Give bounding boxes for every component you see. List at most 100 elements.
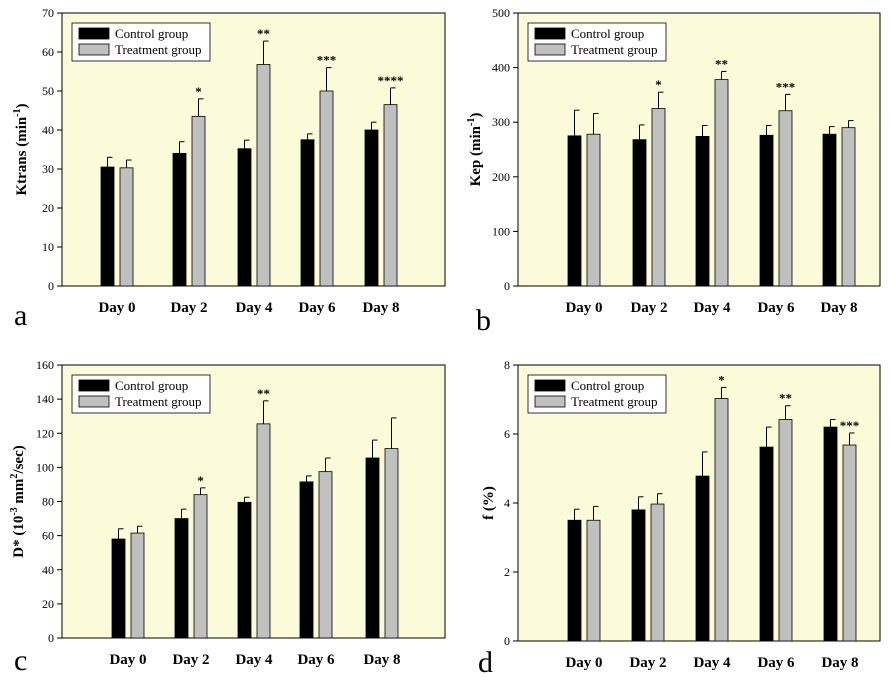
treatment-bar xyxy=(714,398,729,642)
treatment-bar xyxy=(778,419,793,642)
legend-label: Treatment group xyxy=(115,394,202,409)
control-bar xyxy=(100,166,115,287)
control-bar xyxy=(567,519,582,642)
significance-marker: *** xyxy=(840,418,860,433)
control-bar xyxy=(300,139,315,287)
treatment-bar xyxy=(319,90,334,287)
y-tick-label: 40 xyxy=(42,563,54,577)
x-category-label: Day 6 xyxy=(757,655,795,671)
x-category-label: Day 8 xyxy=(820,300,857,316)
treatment-bar xyxy=(586,519,601,642)
legend-swatch xyxy=(78,43,110,56)
x-category-label: Day 2 xyxy=(170,300,207,316)
y-axis-label: f (%) xyxy=(481,486,497,520)
y-tick-label: 60 xyxy=(42,529,54,543)
y-tick-label: 0 xyxy=(48,279,54,293)
control-bar xyxy=(567,135,582,287)
y-tick-label: 0 xyxy=(504,279,510,293)
chart-panel-c: 0 20 40 60 80 100 120 140 160 D* (10-3 mm2/sec) Da… xyxy=(9,358,446,677)
significance-marker: ** xyxy=(257,26,270,41)
y-tick-label: 200 xyxy=(492,170,510,184)
treatment-bar xyxy=(384,448,399,639)
control-bar xyxy=(631,509,646,642)
y-axis-label-part: Kep (min xyxy=(468,125,484,186)
control-bar xyxy=(632,139,647,287)
y-tick-label: 20 xyxy=(42,201,54,215)
y-tick-label: 40 xyxy=(42,123,54,137)
y-tick-label: 80 xyxy=(42,495,54,509)
y-axis-label-superscript: 2 xyxy=(9,474,20,479)
control-bar xyxy=(364,129,379,287)
y-tick-label: 500 xyxy=(492,6,510,20)
y-tick-label: 300 xyxy=(492,115,510,129)
x-category-label: Day 4 xyxy=(235,652,273,668)
y-tick-label: 160 xyxy=(36,358,54,372)
x-category-label: Day 4 xyxy=(693,300,731,316)
legend-swatch xyxy=(534,43,566,56)
significance-marker: ** xyxy=(779,391,792,406)
legend-label: Treatment group xyxy=(115,42,202,57)
y-tick-label: 2 xyxy=(504,565,510,579)
significance-marker: *** xyxy=(776,79,796,94)
legend-label: Control group xyxy=(115,26,188,41)
legend-label: Control group xyxy=(571,378,644,393)
panel-letter: a xyxy=(14,299,27,332)
treatment-bar xyxy=(586,133,601,287)
x-category-label: Day 6 xyxy=(757,300,795,316)
control-bar xyxy=(299,481,314,639)
y-tick-label: 70 xyxy=(42,6,54,20)
x-category-label: Day 2 xyxy=(630,300,667,316)
y-axis-label-part: /sec) xyxy=(11,445,27,474)
panel-letter: b xyxy=(476,304,491,337)
legend-swatch xyxy=(534,27,566,40)
y-axis-label: D* (10-3 mm2/sec) xyxy=(9,445,27,558)
y-tick-label: 10 xyxy=(42,240,54,254)
treatment-bar xyxy=(778,110,793,287)
treatment-bar xyxy=(650,503,665,642)
y-tick-label: 0 xyxy=(504,634,510,648)
y-axis-label-part: Ktrans (min xyxy=(14,116,30,195)
y-tick-label: 50 xyxy=(42,84,54,98)
significance-marker: *** xyxy=(317,53,337,68)
x-category-label: Day 6 xyxy=(297,652,335,668)
significance-marker: * xyxy=(195,84,202,99)
control-bar xyxy=(111,538,126,639)
y-axis-label-part: ) xyxy=(468,113,484,118)
treatment-bar xyxy=(383,104,398,287)
control-bar xyxy=(237,148,252,287)
panel-letter: c xyxy=(14,644,27,677)
treatment-bar xyxy=(842,444,857,642)
x-category-label: Day 6 xyxy=(298,300,336,316)
y-tick-label: 30 xyxy=(42,162,54,176)
control-bar xyxy=(823,426,838,642)
y-axis-label-superscript: -1 xyxy=(12,108,23,116)
y-axis-label-superscript: -1 xyxy=(466,118,477,126)
x-category-label: Day 8 xyxy=(363,652,400,668)
control-bar xyxy=(759,134,774,287)
x-category-label: Day 2 xyxy=(172,652,209,668)
x-category-label: Day 8 xyxy=(821,655,858,671)
treatment-bar xyxy=(318,471,333,639)
y-axis-label: Kep (min-1) xyxy=(466,113,484,187)
significance-marker: ** xyxy=(715,56,728,71)
y-tick-label: 4 xyxy=(504,496,510,510)
y-axis-label-part: D* (10 xyxy=(11,516,27,558)
treatment-bar xyxy=(256,423,271,639)
significance-marker: * xyxy=(718,372,725,387)
x-category-label: Day 2 xyxy=(629,655,666,671)
treatment-bar xyxy=(191,115,206,287)
control-bar xyxy=(822,133,837,287)
legend-label: Control group xyxy=(115,378,188,393)
significance-marker: * xyxy=(197,473,204,488)
y-tick-label: 20 xyxy=(42,597,54,611)
control-bar xyxy=(759,446,774,642)
chart-panel-d: 0 2 4 6 8 f (%) Day 0 Day 2 * Day 4 ** Day 6 *** Day … xyxy=(478,358,881,677)
control-bar xyxy=(172,152,187,287)
legend-label: Treatment group xyxy=(571,42,658,57)
x-category-label: Day 8 xyxy=(362,300,399,316)
chart-panel-a: 0 10 20 30 40 50 60 70 Ktrans (min-1) Day 0 * Day 2… xyxy=(12,6,446,332)
legend-swatch xyxy=(78,395,110,408)
y-axis-label-part: mm xyxy=(11,478,27,507)
y-axis-label-part: ) xyxy=(14,103,30,108)
